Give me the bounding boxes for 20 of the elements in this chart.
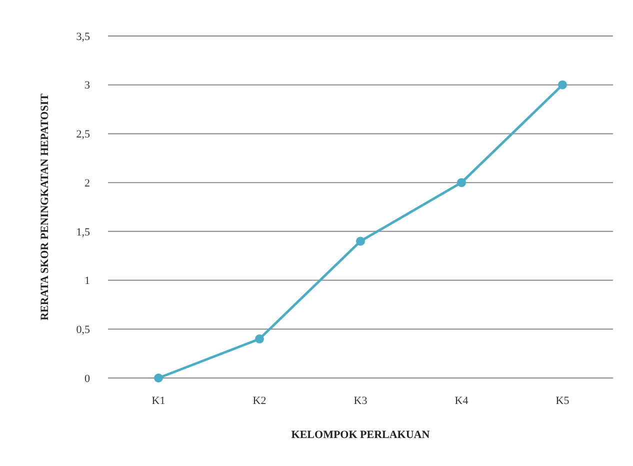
point: [558, 80, 567, 90]
y-tick-label: 3: [84, 80, 90, 92]
point: [154, 374, 163, 382]
y-tick-label: 2: [84, 177, 90, 190]
y-axis-title: RERATA SKOR PENINGKATAN HEPATOSIT: [39, 92, 51, 320]
y-tick-label: 1,5: [76, 226, 90, 238]
y-tick-label: 3,5: [76, 30, 90, 43]
x-axis-title: KELOMPOK PERLAKUAN: [291, 429, 430, 441]
x-tick-label: K1: [152, 395, 166, 407]
y-tick-label: 0,5: [76, 324, 90, 336]
y-tick-label: 0: [84, 372, 90, 385]
y-tick-label: 1: [84, 275, 90, 288]
x-tick-label: K3: [354, 395, 368, 407]
point: [255, 334, 264, 344]
x-tick-label: K5: [556, 395, 570, 407]
point: [356, 236, 365, 246]
point: [457, 178, 466, 188]
y-tick-label: 2,5: [76, 128, 90, 141]
x-tick-label: K4: [454, 395, 469, 407]
x-tick-label: K2: [252, 395, 266, 407]
